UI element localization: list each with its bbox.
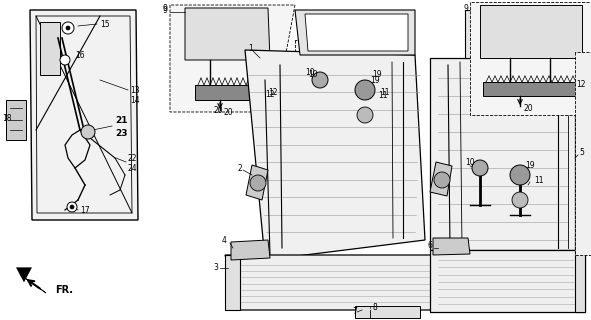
Circle shape	[70, 205, 74, 209]
Text: 5: 5	[579, 148, 584, 156]
Polygon shape	[430, 250, 585, 312]
Circle shape	[512, 192, 528, 208]
Text: 20: 20	[224, 108, 233, 116]
Text: 9: 9	[163, 4, 168, 12]
Text: 16: 16	[75, 51, 85, 60]
Text: 12: 12	[268, 87, 278, 97]
Ellipse shape	[198, 14, 258, 52]
Circle shape	[312, 72, 328, 88]
Text: 2: 2	[238, 164, 243, 172]
Text: 15: 15	[100, 20, 109, 28]
Text: 24: 24	[128, 164, 138, 172]
Circle shape	[81, 125, 95, 139]
Text: 7: 7	[352, 308, 357, 316]
Text: 13: 13	[130, 85, 139, 94]
Circle shape	[66, 26, 70, 30]
Text: 12: 12	[576, 79, 586, 89]
Polygon shape	[470, 2, 591, 115]
Polygon shape	[225, 255, 490, 310]
Text: 18: 18	[2, 114, 11, 123]
Polygon shape	[20, 274, 46, 293]
Circle shape	[434, 172, 450, 188]
Ellipse shape	[496, 11, 566, 49]
Text: FR.: FR.	[55, 285, 73, 295]
Circle shape	[472, 160, 488, 176]
Text: 1: 1	[248, 44, 253, 52]
Polygon shape	[480, 5, 582, 58]
Circle shape	[510, 165, 530, 185]
Polygon shape	[6, 100, 26, 140]
Circle shape	[250, 175, 266, 191]
Text: 19: 19	[525, 161, 535, 170]
Polygon shape	[472, 13, 570, 55]
Polygon shape	[295, 40, 410, 160]
Polygon shape	[40, 22, 60, 75]
Circle shape	[60, 55, 70, 65]
Text: 14: 14	[130, 95, 139, 105]
Polygon shape	[355, 306, 420, 318]
Text: 19: 19	[370, 76, 379, 84]
Polygon shape	[433, 238, 470, 255]
Text: 20: 20	[214, 106, 223, 115]
Text: 11: 11	[378, 91, 388, 100]
Text: 10: 10	[305, 68, 314, 76]
Text: 9: 9	[464, 4, 469, 12]
Text: 4: 4	[222, 236, 227, 244]
Polygon shape	[430, 162, 452, 196]
Polygon shape	[430, 58, 575, 250]
Text: 20: 20	[524, 103, 534, 113]
Text: 11: 11	[380, 87, 389, 97]
Polygon shape	[195, 85, 265, 100]
Text: 9: 9	[163, 5, 168, 14]
Polygon shape	[185, 8, 270, 60]
Text: 23: 23	[115, 129, 128, 138]
Text: 3: 3	[213, 263, 218, 273]
Circle shape	[355, 80, 375, 100]
Polygon shape	[246, 165, 268, 200]
Text: 6: 6	[428, 241, 433, 250]
Text: 19: 19	[372, 69, 382, 78]
Polygon shape	[16, 268, 32, 282]
Text: 11: 11	[534, 175, 544, 185]
Polygon shape	[245, 50, 425, 260]
Text: 22: 22	[128, 154, 138, 163]
Polygon shape	[575, 250, 585, 312]
Polygon shape	[231, 240, 270, 260]
Circle shape	[62, 22, 74, 34]
Text: 21: 21	[115, 116, 128, 124]
Text: 17: 17	[80, 205, 90, 214]
Polygon shape	[30, 10, 138, 220]
Text: 10: 10	[308, 69, 317, 78]
Polygon shape	[483, 82, 578, 96]
Text: 12: 12	[265, 90, 274, 99]
Polygon shape	[295, 10, 415, 55]
Polygon shape	[465, 10, 575, 58]
Polygon shape	[170, 5, 295, 112]
Text: 8: 8	[373, 302, 378, 311]
Polygon shape	[575, 52, 591, 255]
Text: 10: 10	[465, 157, 475, 166]
Circle shape	[357, 107, 373, 123]
Polygon shape	[225, 255, 240, 310]
Circle shape	[67, 202, 77, 212]
Polygon shape	[305, 14, 408, 51]
